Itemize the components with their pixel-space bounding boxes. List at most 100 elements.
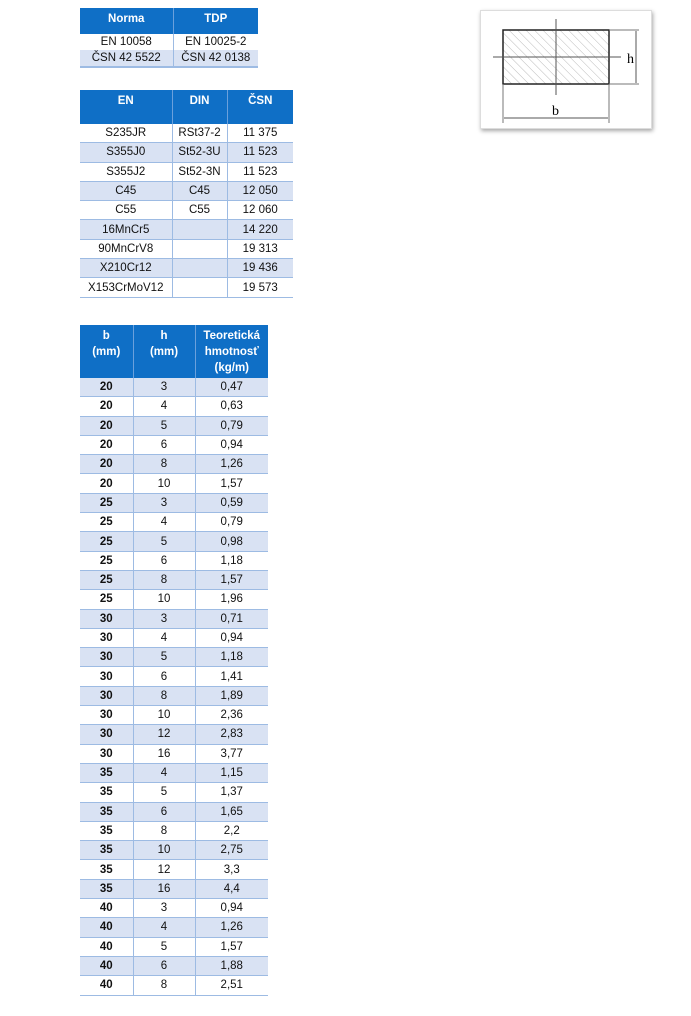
table-cell: 25 <box>80 570 133 591</box>
table-cell: 30 <box>80 705 133 726</box>
table-cell: 6 <box>132 435 195 456</box>
table-cell: 14 220 <box>226 219 293 240</box>
table-cell: 25 <box>80 493 133 514</box>
table-row: 40 3 0,94 <box>80 898 268 919</box>
table-cell: 1,26 <box>194 454 268 475</box>
table-row: 30 3 0,71 <box>80 609 268 629</box>
table-cell: 16MnCr5 <box>80 219 172 240</box>
table-cell: X210Cr12 <box>80 258 172 279</box>
column-header: b (mm) <box>80 325 133 378</box>
table-row: 30 5 1,18 <box>80 647 268 668</box>
table-row: 25 5 0,98 <box>80 531 268 552</box>
table-cell: 0,59 <box>194 493 268 514</box>
table-cell: 1,18 <box>194 551 268 571</box>
column-header: h (mm) <box>132 325 195 378</box>
table-row: 25 10 1,96 <box>80 589 268 610</box>
table-cell: S235JR <box>80 124 172 144</box>
table-cell: 12 050 <box>226 181 293 202</box>
header-line: b <box>102 330 110 342</box>
column-header: ČSN <box>226 90 293 124</box>
table-row: 30 4 0,94 <box>80 628 268 649</box>
table-row: 16MnCr5 14 220 <box>80 219 293 240</box>
table-cell: 20 <box>80 454 133 475</box>
table-cell: 3 <box>132 609 195 629</box>
table-cell: 90MnCrV8 <box>80 239 172 260</box>
table-cell: 35 <box>80 821 133 842</box>
table-cell: 30 <box>80 686 133 707</box>
table-cell: 40 <box>80 975 133 996</box>
table-row: X153CrMoV12 19 573 <box>80 277 293 298</box>
table-row: 25 4 0,79 <box>80 512 268 533</box>
table-cell: C45 <box>80 181 172 202</box>
table-cell: 10 <box>132 589 195 610</box>
table-row: 20 6 0,94 <box>80 435 268 456</box>
table-cell: 20 <box>80 416 133 436</box>
table-row: 40 8 2,51 <box>80 975 268 996</box>
table-cell: 1,26 <box>194 917 268 938</box>
table-cell: X153CrMoV12 <box>80 277 172 298</box>
table-cell: 1,37 <box>194 782 268 803</box>
table-cell: 1,57 <box>194 937 268 957</box>
table-cell: 6 <box>132 956 195 977</box>
table-row: 30 10 2,36 <box>80 705 268 726</box>
table-cell: ČSN 42 5522 <box>80 50 173 68</box>
table-cell: 1,65 <box>194 802 268 822</box>
table-cell: 0,71 <box>194 609 268 629</box>
table-cell: 0,47 <box>194 378 268 398</box>
table-row: 35 12 3,3 <box>80 859 268 880</box>
table-cell: 0,94 <box>194 435 268 456</box>
table-cell: 5 <box>132 531 195 552</box>
table-cell: 35 <box>80 782 133 803</box>
table-cell: 5 <box>132 416 195 436</box>
table-cell: St52-3N <box>171 162 227 182</box>
table-cell: 35 <box>80 802 133 822</box>
table-row: C55 C55 12 060 <box>80 200 293 221</box>
table-cell: 30 <box>80 666 133 687</box>
table-cell: 6 <box>132 802 195 822</box>
table-cell: 19 573 <box>226 277 293 298</box>
table-cell: 20 <box>80 396 133 417</box>
table-cell: 1,57 <box>194 473 268 494</box>
table-cell: 0,79 <box>194 512 268 533</box>
table-cell: 8 <box>132 570 195 591</box>
table-row: EN 10058 EN 10025-2 <box>80 34 258 50</box>
table-row: 40 5 1,57 <box>80 937 268 957</box>
table-row: 30 8 1,89 <box>80 686 268 707</box>
column-header: DIN <box>171 90 227 124</box>
table-cell: 30 <box>80 609 133 629</box>
table-cell: 40 <box>80 898 133 919</box>
table-cell: 1,15 <box>194 763 268 784</box>
table-cell <box>171 219 227 240</box>
table-cell: 10 <box>132 840 195 861</box>
table-cell: 8 <box>132 821 195 842</box>
table-cell: 5 <box>132 782 195 803</box>
standards-table: Norma TDP EN 10058 EN 10025-2 ČSN 42 5522 ČSN… <box>80 8 258 68</box>
table-row: 35 10 2,75 <box>80 840 268 861</box>
table-cell: C55 <box>80 200 172 221</box>
table-cell: 2,83 <box>194 724 268 745</box>
table-cell: 0,94 <box>194 628 268 649</box>
table-cell: 12 060 <box>226 200 293 221</box>
table-row: ČSN 42 5522 ČSN 42 0138 <box>80 50 258 68</box>
header-line: hmotnosť <box>204 346 259 358</box>
header-line: Teoretická <box>203 330 261 342</box>
table-cell: 3 <box>132 493 195 514</box>
table-cell <box>171 258 227 279</box>
table-cell: 35 <box>80 859 133 880</box>
grades-table: EN DIN ČSN S235JR RSt37-2 11 375 S355J0 St52-3U… <box>80 90 293 298</box>
table-row: 20 8 1,26 <box>80 454 268 475</box>
table-cell: 10 <box>132 473 195 494</box>
table-cell: 2,36 <box>194 705 268 726</box>
table-cell: ČSN 42 0138 <box>172 50 258 68</box>
header-line: (kg/m) <box>214 362 250 374</box>
table-cell: 4 <box>132 917 195 938</box>
table-row: 20 10 1,57 <box>80 473 268 494</box>
header-line: (mm) <box>92 346 121 358</box>
table-cell: 30 <box>80 628 133 649</box>
table-cell: St52-3U <box>171 142 227 163</box>
table-row: 35 6 1,65 <box>80 802 268 822</box>
table-cell: 8 <box>132 454 195 475</box>
header-line: (mm) <box>149 346 179 358</box>
table-cell: 0,94 <box>194 898 268 919</box>
table-cell: 2,2 <box>194 821 268 842</box>
